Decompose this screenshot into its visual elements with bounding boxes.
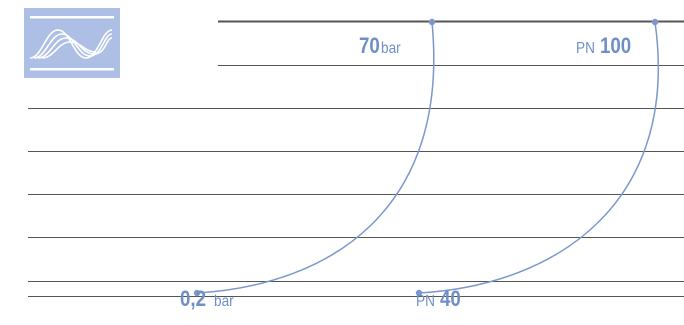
pn-min-label: PN 40 xyxy=(416,286,462,311)
pressure-range-curve xyxy=(196,21,435,294)
horizontal-rules xyxy=(28,20,684,297)
sine-waves-logo-icon xyxy=(24,8,120,78)
pn-min-dot xyxy=(415,289,423,297)
pressure-min-dot xyxy=(193,289,201,297)
pn-range-curve xyxy=(418,21,660,294)
pn-max-label: PN 100 xyxy=(576,33,632,58)
pn-max-dot xyxy=(651,18,659,26)
pressure-min-label: 0,2 bar xyxy=(180,286,234,311)
pressure-max-label: 70 bar xyxy=(359,33,402,58)
pressure-max-dot xyxy=(428,18,436,26)
